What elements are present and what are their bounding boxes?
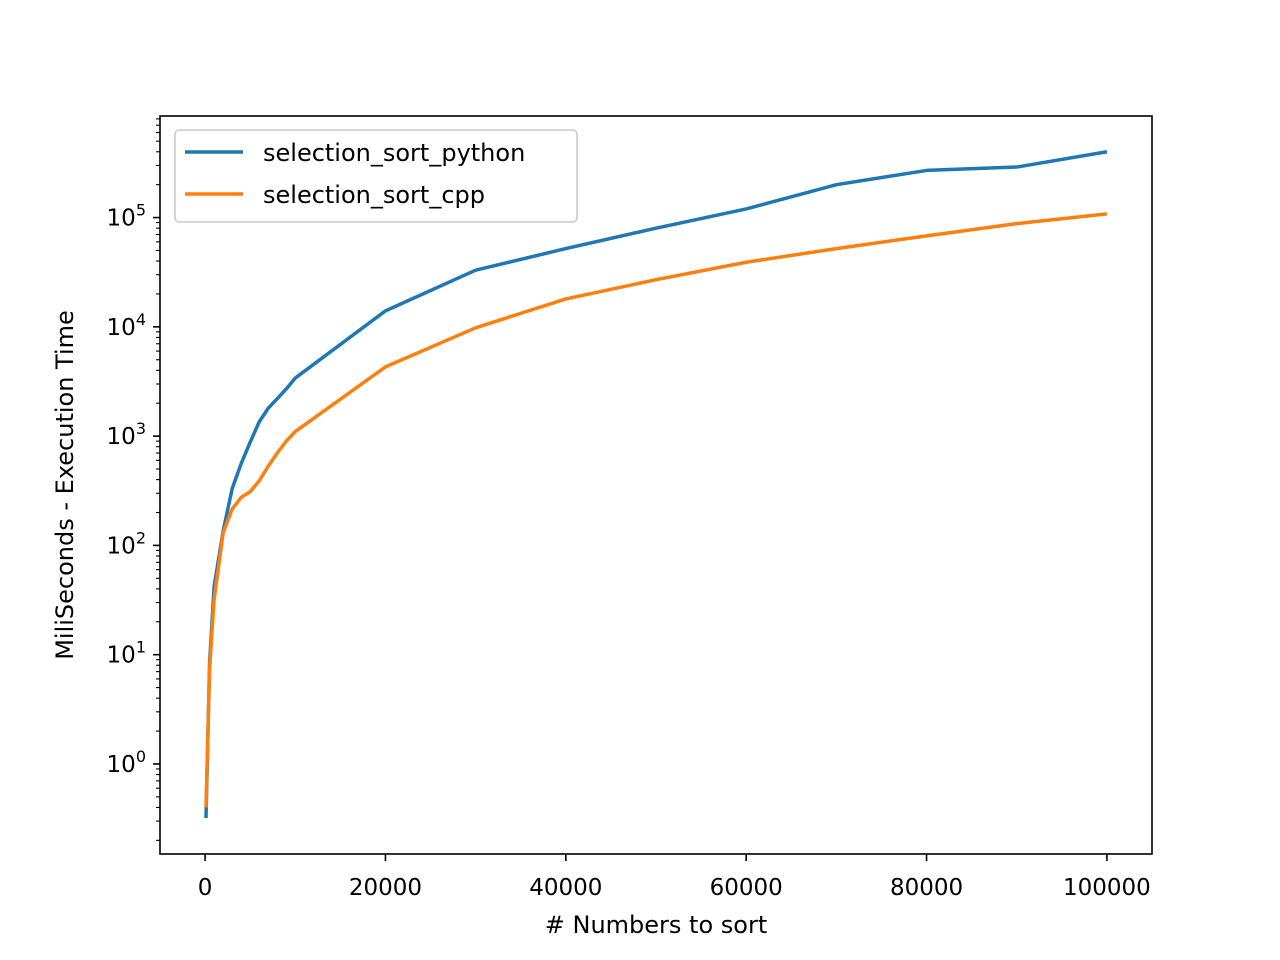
legend-label-python: selection_sort_python	[263, 139, 525, 167]
x-tick-label: 40000	[529, 875, 602, 901]
x-tick-label: 0	[198, 875, 213, 901]
series-layer	[204, 150, 1108, 819]
y-tick-label: 105	[107, 201, 146, 232]
y-tick-label: 104	[107, 310, 146, 341]
y-axis-label: MiliSeconds - Execution Time	[51, 310, 79, 660]
series-line-cpp	[204, 212, 1108, 808]
legend-label-cpp: selection_sort_cpp	[263, 181, 485, 209]
x-tick-label: 100000	[1063, 875, 1151, 901]
axes-layer: 0 20000 40000 60000 80000 100000 100 101 102 103 1…	[107, 118, 1151, 901]
x-tick-label: 60000	[710, 875, 783, 901]
x-tick-label: 80000	[890, 875, 963, 901]
x-tick-label: 20000	[349, 875, 422, 901]
legend: selection_sort_python selection_sort_cpp	[174, 129, 578, 223]
x-axis-label: # Numbers to sort	[545, 911, 767, 939]
y-tick-label: 103	[107, 419, 146, 450]
y-tick-label: 102	[107, 528, 146, 559]
legend-frame	[174, 129, 578, 223]
y-tick-label: 101	[107, 638, 146, 669]
series-line-python	[204, 150, 1108, 819]
plot-frame	[159, 115, 1153, 855]
y-tick-label: 100	[107, 747, 146, 778]
